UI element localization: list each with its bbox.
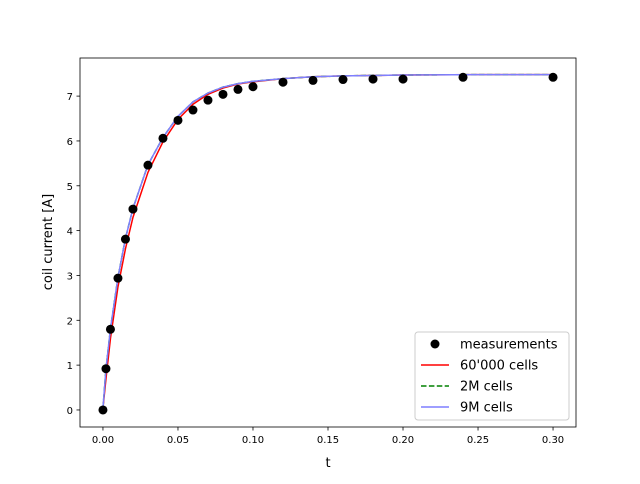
y-axis: 0 1 2 3 4 5 6 7 bbox=[67, 92, 80, 417]
y-tick-label: 0 bbox=[67, 406, 73, 417]
measurement-point bbox=[158, 133, 168, 143]
y-tick-label: 2 bbox=[67, 316, 73, 327]
series-layer bbox=[98, 72, 558, 415]
legend-label: 9M cells bbox=[460, 401, 513, 416]
measurement-point bbox=[218, 89, 228, 99]
measurement-point bbox=[128, 204, 138, 214]
y-tick-label: 1 bbox=[67, 361, 73, 372]
measurement-point bbox=[143, 160, 153, 170]
x-tick-label: 0.10 bbox=[242, 435, 264, 446]
legend: measurements 60'000 cells 2M cells 9M cells bbox=[414, 331, 570, 421]
x-tick-label: 0.15 bbox=[317, 435, 339, 446]
measurement-point bbox=[308, 75, 318, 85]
measurement-point bbox=[188, 105, 198, 115]
y-tick-label: 4 bbox=[67, 227, 73, 238]
legend-label: 60'000 cells bbox=[460, 359, 538, 374]
measurement-point bbox=[203, 95, 213, 105]
series-line-3 bbox=[102, 73, 553, 408]
measurement-point bbox=[338, 75, 348, 85]
measurement-point bbox=[105, 324, 115, 334]
measurement-point bbox=[98, 405, 108, 415]
measurement-point bbox=[458, 72, 468, 82]
measurement-point bbox=[113, 273, 123, 283]
x-tick-label: 0.30 bbox=[542, 435, 564, 446]
measurement-point bbox=[120, 234, 130, 244]
y-axis-label: coil current [A] bbox=[41, 194, 56, 291]
measurement-point bbox=[233, 84, 243, 94]
legend-label: measurements bbox=[460, 338, 558, 353]
legend-marker bbox=[430, 339, 440, 349]
measurement-point bbox=[278, 77, 288, 87]
y-tick-label: 5 bbox=[67, 182, 73, 193]
x-tick-label: 0.00 bbox=[92, 435, 114, 446]
x-axis: 0.00 0.05 0.10 0.15 0.20 0.25 0.30 bbox=[92, 427, 564, 446]
x-tick-label: 0.25 bbox=[467, 435, 489, 446]
y-tick-label: 3 bbox=[67, 271, 73, 282]
x-axis-label: t bbox=[325, 456, 330, 471]
measurement-point bbox=[173, 115, 183, 125]
y-tick-label: 6 bbox=[67, 137, 73, 148]
legend-label: 2M cells bbox=[460, 380, 513, 395]
x-tick-label: 0.05 bbox=[167, 435, 189, 446]
measurement-point bbox=[101, 364, 111, 374]
legend-frame bbox=[414, 331, 570, 421]
x-tick-label: 0.20 bbox=[392, 435, 414, 446]
measurement-point bbox=[248, 82, 258, 92]
measurement-point bbox=[398, 74, 408, 84]
y-tick-label: 7 bbox=[67, 92, 73, 103]
measurement-point bbox=[548, 72, 558, 82]
measurement-point bbox=[368, 74, 378, 84]
